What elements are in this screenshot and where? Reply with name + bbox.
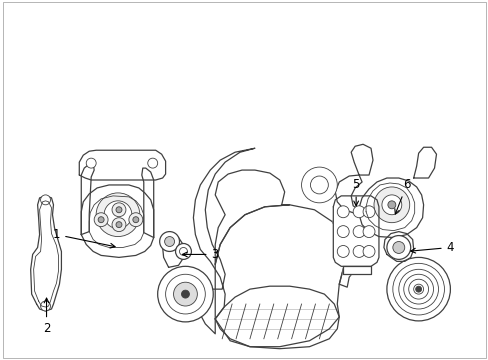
Text: 6: 6 — [394, 179, 409, 214]
Circle shape — [352, 246, 365, 257]
Circle shape — [175, 243, 191, 260]
Text: 4: 4 — [410, 241, 453, 254]
Circle shape — [98, 217, 104, 223]
Circle shape — [129, 213, 142, 227]
Circle shape — [173, 282, 197, 306]
Text: 3: 3 — [182, 248, 219, 261]
Circle shape — [133, 217, 139, 223]
Polygon shape — [79, 150, 165, 180]
Circle shape — [386, 257, 449, 321]
Circle shape — [392, 242, 404, 253]
Polygon shape — [383, 231, 413, 261]
Circle shape — [373, 187, 409, 223]
Polygon shape — [343, 266, 370, 274]
Circle shape — [362, 206, 374, 218]
Circle shape — [337, 246, 348, 257]
Text: 5: 5 — [352, 179, 359, 206]
Circle shape — [96, 193, 140, 237]
Polygon shape — [163, 237, 183, 267]
Circle shape — [112, 203, 126, 217]
Text: 1: 1 — [53, 228, 115, 248]
Circle shape — [116, 207, 122, 213]
Circle shape — [362, 226, 374, 238]
Circle shape — [116, 222, 122, 228]
Circle shape — [352, 206, 365, 218]
Circle shape — [104, 201, 132, 229]
Polygon shape — [193, 148, 254, 334]
Circle shape — [164, 237, 174, 247]
Polygon shape — [215, 170, 289, 264]
Polygon shape — [333, 196, 378, 266]
Polygon shape — [31, 196, 61, 311]
Polygon shape — [81, 163, 94, 235]
Circle shape — [112, 218, 126, 231]
Polygon shape — [332, 210, 366, 287]
Polygon shape — [350, 144, 372, 175]
Polygon shape — [215, 286, 339, 349]
Circle shape — [157, 266, 213, 322]
Circle shape — [387, 201, 395, 209]
Polygon shape — [335, 175, 361, 215]
Circle shape — [362, 246, 374, 257]
Polygon shape — [142, 168, 153, 238]
Polygon shape — [358, 178, 423, 238]
Circle shape — [86, 158, 96, 168]
Text: 2: 2 — [43, 298, 50, 336]
Circle shape — [381, 195, 401, 215]
Circle shape — [415, 286, 421, 292]
Circle shape — [337, 206, 348, 218]
Circle shape — [352, 226, 365, 238]
Circle shape — [41, 195, 50, 205]
Polygon shape — [81, 185, 153, 257]
Circle shape — [94, 213, 108, 227]
Circle shape — [301, 167, 337, 203]
Circle shape — [181, 290, 189, 298]
Polygon shape — [413, 147, 436, 178]
Circle shape — [160, 231, 179, 251]
Circle shape — [386, 235, 410, 260]
Polygon shape — [215, 205, 345, 347]
Circle shape — [41, 301, 50, 311]
Circle shape — [337, 226, 348, 238]
Circle shape — [147, 158, 157, 168]
